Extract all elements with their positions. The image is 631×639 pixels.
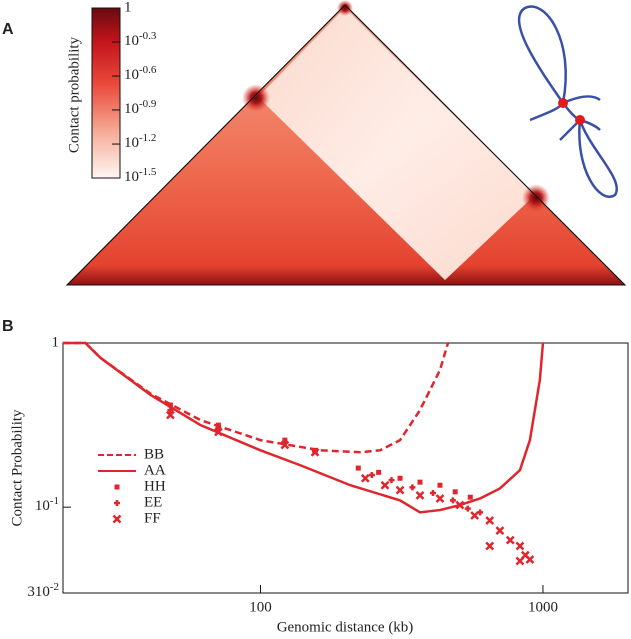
marker (166, 410, 175, 420)
marker (355, 465, 361, 471)
marker (368, 472, 375, 479)
marker (452, 489, 458, 495)
marker (505, 535, 515, 545)
legend-swatch (112, 514, 122, 524)
loop-diagram (518, 5, 618, 198)
marker (515, 556, 525, 566)
marker (429, 489, 436, 496)
legend-label: BB (144, 446, 164, 462)
marker (515, 541, 525, 551)
marker (435, 494, 445, 503)
colorbar-tick-label: 10-0.3 (124, 30, 157, 50)
marker (485, 516, 495, 525)
legend-label: HH (144, 478, 166, 494)
marker (525, 555, 535, 564)
panel-label: A (2, 21, 14, 38)
marker (467, 494, 473, 500)
legend-swatch (114, 500, 120, 506)
marker (380, 480, 390, 490)
marker (395, 485, 405, 495)
legend-label: AA (144, 462, 166, 478)
x-axis-label: Genomic distance (kb) (277, 619, 414, 635)
colorbar-tick-label: 1 (124, 0, 132, 15)
marker (360, 473, 370, 483)
legend-swatch (114, 484, 120, 490)
colorbar-tick-label: 10-0.6 (124, 64, 157, 84)
plot-frame (62, 342, 629, 594)
marker (409, 484, 416, 491)
marker (167, 407, 174, 414)
colorbar-tick-label: 10-1.2 (124, 132, 156, 152)
y-tick-label: 1 (52, 334, 60, 350)
marker (485, 541, 495, 551)
marker (415, 490, 425, 500)
colorbar (91, 7, 121, 179)
marker (397, 475, 403, 481)
y-tick-label: 10-1 (35, 495, 59, 515)
marker (437, 482, 443, 488)
marker (464, 505, 471, 512)
heatmap (65, 0, 627, 286)
legend-label: EE (144, 494, 162, 510)
colorbar-tick-label: 10-0.9 (124, 97, 157, 117)
marker (214, 427, 223, 437)
y-axis-label: Contact Probability (9, 409, 25, 527)
x-tick-label: 1000 (528, 599, 558, 615)
series-line (63, 341, 450, 454)
legend-label: FF (144, 510, 161, 526)
colorbar-tick-label: 10-1.5 (124, 166, 157, 186)
marker (310, 447, 320, 457)
colorbar-label: Contact probability (66, 36, 82, 153)
marker (167, 402, 173, 408)
panel-label: B (2, 318, 14, 335)
series-line (63, 341, 545, 514)
marker (495, 526, 505, 535)
marker (449, 497, 456, 504)
marker (388, 477, 395, 484)
x-tick-label: 100 (249, 599, 272, 615)
marker (417, 479, 423, 485)
y-tick-label: 310-2 (27, 581, 59, 601)
marker (376, 469, 382, 475)
marker (215, 425, 222, 432)
marker (280, 440, 290, 450)
marker (455, 500, 465, 510)
marker (470, 511, 480, 520)
